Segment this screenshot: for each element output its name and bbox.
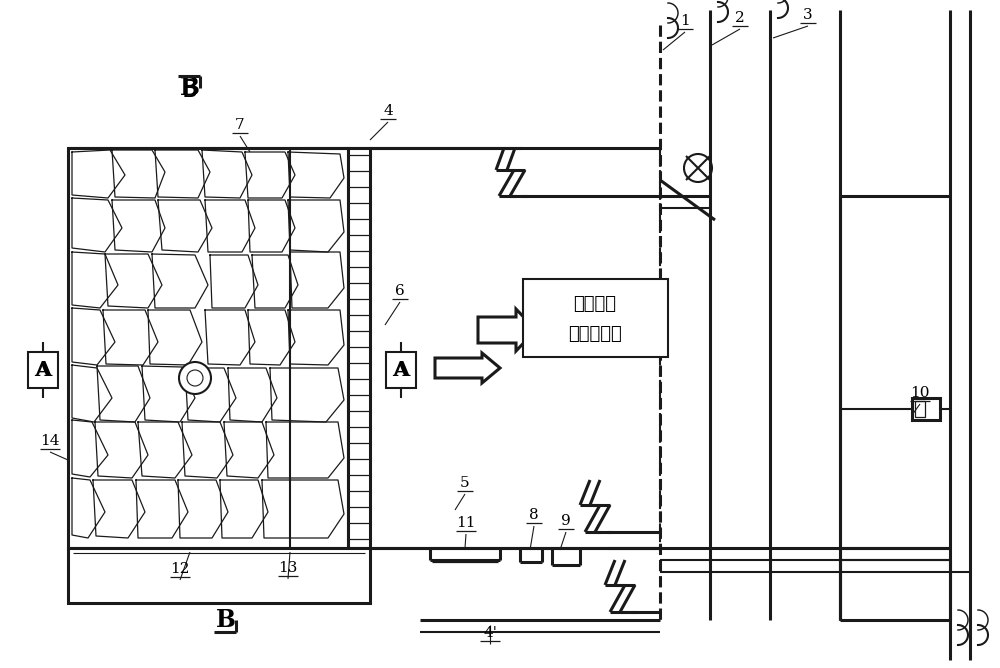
Polygon shape bbox=[248, 200, 295, 252]
Bar bbox=[28, 352, 58, 388]
Text: 2: 2 bbox=[735, 11, 745, 25]
Polygon shape bbox=[142, 366, 195, 422]
Bar bbox=[68, 148, 348, 548]
Polygon shape bbox=[288, 152, 344, 198]
Polygon shape bbox=[72, 308, 115, 365]
Circle shape bbox=[187, 370, 203, 386]
Polygon shape bbox=[95, 422, 148, 478]
Polygon shape bbox=[136, 480, 188, 538]
Text: 10: 10 bbox=[910, 386, 930, 400]
Polygon shape bbox=[97, 366, 150, 422]
Polygon shape bbox=[103, 310, 158, 365]
Text: 4': 4' bbox=[483, 626, 497, 640]
Polygon shape bbox=[178, 480, 228, 538]
Polygon shape bbox=[72, 365, 112, 422]
Text: B: B bbox=[180, 76, 200, 100]
Circle shape bbox=[179, 362, 211, 394]
Polygon shape bbox=[112, 200, 165, 252]
FancyArrow shape bbox=[478, 309, 536, 351]
Text: A: A bbox=[392, 360, 408, 380]
Polygon shape bbox=[270, 368, 344, 422]
Polygon shape bbox=[72, 252, 118, 308]
Bar bbox=[68, 548, 370, 603]
Polygon shape bbox=[138, 422, 192, 478]
Polygon shape bbox=[266, 422, 344, 478]
Text: 14: 14 bbox=[40, 434, 60, 448]
Polygon shape bbox=[112, 150, 165, 198]
Text: 4: 4 bbox=[383, 104, 393, 118]
Polygon shape bbox=[205, 310, 255, 365]
Polygon shape bbox=[185, 368, 236, 422]
Polygon shape bbox=[262, 480, 344, 538]
Polygon shape bbox=[220, 480, 268, 538]
Polygon shape bbox=[288, 310, 344, 365]
Text: 6: 6 bbox=[395, 284, 405, 298]
Bar bbox=[912, 398, 940, 420]
Text: 1: 1 bbox=[680, 14, 690, 28]
Polygon shape bbox=[72, 478, 105, 538]
Text: 3: 3 bbox=[803, 8, 813, 22]
Text: $\overline{\rm B}$: $\overline{\rm B}$ bbox=[181, 76, 199, 104]
Polygon shape bbox=[288, 200, 344, 252]
Polygon shape bbox=[210, 255, 258, 308]
Polygon shape bbox=[72, 420, 108, 477]
Polygon shape bbox=[105, 254, 162, 308]
Polygon shape bbox=[228, 368, 277, 422]
Polygon shape bbox=[224, 422, 274, 478]
Polygon shape bbox=[152, 254, 208, 308]
Bar bbox=[386, 352, 416, 388]
Text: A: A bbox=[393, 360, 409, 380]
Text: A: A bbox=[34, 360, 50, 380]
Polygon shape bbox=[148, 310, 202, 365]
Bar bbox=[348, 148, 370, 548]
Polygon shape bbox=[93, 480, 145, 538]
Polygon shape bbox=[155, 150, 210, 198]
Text: 三位一体: 三位一体 bbox=[574, 295, 616, 313]
Text: 9: 9 bbox=[561, 514, 571, 528]
Polygon shape bbox=[290, 252, 344, 308]
Text: B: B bbox=[216, 608, 236, 632]
Text: 11: 11 bbox=[456, 516, 476, 530]
Text: 7: 7 bbox=[235, 118, 245, 132]
Polygon shape bbox=[72, 198, 122, 252]
Polygon shape bbox=[182, 422, 233, 478]
Polygon shape bbox=[202, 150, 252, 198]
Text: 8: 8 bbox=[529, 508, 539, 522]
Polygon shape bbox=[248, 310, 295, 365]
Text: 5: 5 bbox=[460, 476, 470, 490]
FancyArrow shape bbox=[435, 353, 500, 383]
Text: 充填工作面: 充填工作面 bbox=[568, 325, 622, 343]
Polygon shape bbox=[245, 152, 295, 198]
Polygon shape bbox=[252, 255, 298, 308]
Polygon shape bbox=[72, 150, 125, 198]
Text: 12: 12 bbox=[170, 562, 190, 576]
Polygon shape bbox=[205, 200, 255, 252]
Text: A: A bbox=[35, 360, 51, 380]
Polygon shape bbox=[158, 200, 212, 252]
Text: 13: 13 bbox=[278, 561, 298, 575]
Bar bbox=[915, 401, 925, 417]
Bar bbox=[523, 279, 668, 357]
